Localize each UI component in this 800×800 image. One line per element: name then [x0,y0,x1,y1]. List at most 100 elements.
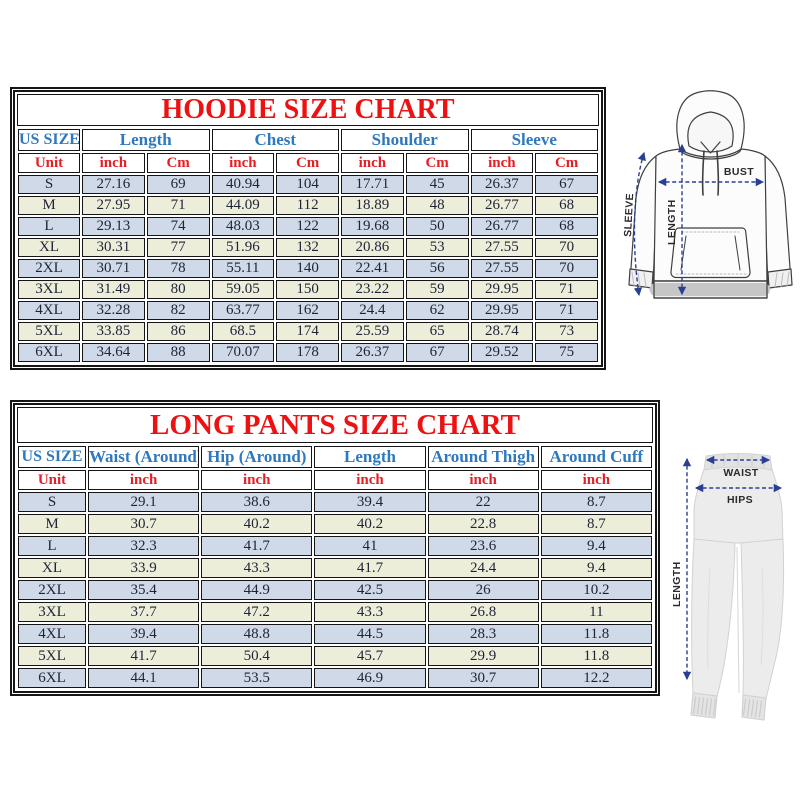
value-cell: 41 [314,536,426,556]
size-row: 6XL 34.64 88 70.07 178 26.37 67 29.52 75 [18,343,598,362]
value-cell: 25.59 [341,322,404,341]
value-cell: 65 [405,322,469,341]
value-cell: 29.1 [88,492,200,512]
value-cell: 17.71 [341,175,404,194]
value-cell: 174 [276,322,339,341]
size-cell: 4XL [18,624,86,644]
value-cell: 41.7 [314,558,426,578]
column-group-header: Hip (Around) [201,446,313,468]
pants-diagram: WAIST HIPS LENGTH [671,453,785,721]
value-cell: 47.2 [201,602,313,622]
value-cell: 29.52 [470,343,534,362]
value-cell: 122 [276,217,339,236]
value-cell: 50 [405,217,469,236]
value-cell: 24.4 [341,301,404,320]
size-row: 3XL 31.49 80 59.05 150 23.22 59 29.95 71 [18,280,598,299]
unit-cell: inch [211,153,275,173]
value-cell: 55.11 [211,259,275,278]
size-cell: L [18,217,80,236]
value-cell: 38.6 [201,492,313,512]
hoodie-chart-title: HOODIE SIZE CHART [17,94,599,126]
size-cell: 3XL [18,602,86,622]
value-cell: 132 [276,238,339,257]
unit-cell: inch [540,470,652,490]
value-cell: 50.4 [201,646,313,666]
size-row: M 30.7 40.2 40.2 22.8 8.7 [18,514,652,534]
value-cell: 19.68 [341,217,404,236]
value-cell: 11.8 [540,646,652,666]
pants-chart-title: LONG PANTS SIZE CHART [17,407,653,443]
unit-row-header: Unit [18,470,86,490]
value-cell: 67 [535,175,598,194]
size-row: 6XL 44.1 53.5 46.9 30.7 12.2 [18,668,652,688]
value-cell: 62 [405,301,469,320]
value-cell: 22.8 [427,514,539,534]
unit-cell: inch [88,470,200,490]
unit-cell: Cm [146,153,210,173]
value-cell: 10.2 [540,580,652,600]
us-size-header: US SIZE [18,446,86,468]
value-cell: 150 [276,280,339,299]
value-cell: 29.13 [82,217,145,236]
column-group-header: Length [82,129,210,151]
column-group-header: Waist (Around) [88,446,200,468]
value-cell: 22.41 [341,259,404,278]
value-cell: 104 [276,175,339,194]
value-cell: 74 [146,217,210,236]
value-cell: 20.86 [341,238,404,257]
value-cell: 71 [146,196,210,215]
value-cell: 53 [405,238,469,257]
unit-cell: inch [427,470,539,490]
value-cell: 68.5 [211,322,275,341]
value-cell: 67 [405,343,469,362]
value-cell: 8.7 [540,492,652,512]
size-cell: M [18,514,86,534]
size-cell: 2XL [18,580,86,600]
value-cell: 40.94 [211,175,275,194]
value-cell: 32.3 [88,536,200,556]
value-cell: 26.77 [470,217,534,236]
value-cell: 59.05 [211,280,275,299]
size-cell: 4XL [18,301,80,320]
value-cell: 24.4 [427,558,539,578]
size-row: 2XL 30.71 78 55.11 140 22.41 56 27.55 70 [18,259,598,278]
value-cell: 178 [276,343,339,362]
value-cell: 63.77 [211,301,275,320]
value-cell: 71 [535,280,598,299]
value-cell: 48 [405,196,469,215]
value-cell: 44.5 [314,624,426,644]
size-cell: XL [18,238,80,257]
value-cell: 41.7 [88,646,200,666]
value-cell: 23.22 [341,280,404,299]
value-cell: 29.95 [470,301,534,320]
sleeve-arrow [633,151,646,297]
unit-row-header: Unit [18,153,80,173]
value-cell: 23.6 [427,536,539,556]
size-cell: M [18,196,80,215]
hips-label: HIPS [727,494,753,506]
hoodie-measurements: BUST LENGTH SLEEVE [623,143,765,297]
size-cell: 3XL [18,280,80,299]
value-cell: 28.3 [427,624,539,644]
size-row: S 27.16 69 40.94 104 17.71 45 26.37 67 [18,175,598,194]
size-cell: 2XL [18,259,80,278]
value-cell: 30.7 [88,514,200,534]
value-cell: 70.07 [211,343,275,362]
value-cell: 30.31 [82,238,145,257]
value-cell: 27.95 [82,196,145,215]
unit-cell: inch [314,470,426,490]
size-row: M 27.95 71 44.09 112 18.89 48 26.77 68 [18,196,598,215]
value-cell: 41.7 [201,536,313,556]
value-cell: 27.16 [82,175,145,194]
value-cell: 30.71 [82,259,145,278]
size-row: L 32.3 41.7 41 23.6 9.4 [18,536,652,556]
value-cell: 51.96 [211,238,275,257]
size-cell: S [18,492,86,512]
value-cell: 35.4 [88,580,200,600]
size-cell: S [18,175,80,194]
hoodie-size-table: US SIZE Length Chest Shoulder Sleeve Unit inch… [16,127,600,364]
value-cell: 45.7 [314,646,426,666]
size-row: XL 30.31 77 51.96 132 20.86 53 27.55 70 [18,238,598,257]
unit-cell: inch [341,153,404,173]
